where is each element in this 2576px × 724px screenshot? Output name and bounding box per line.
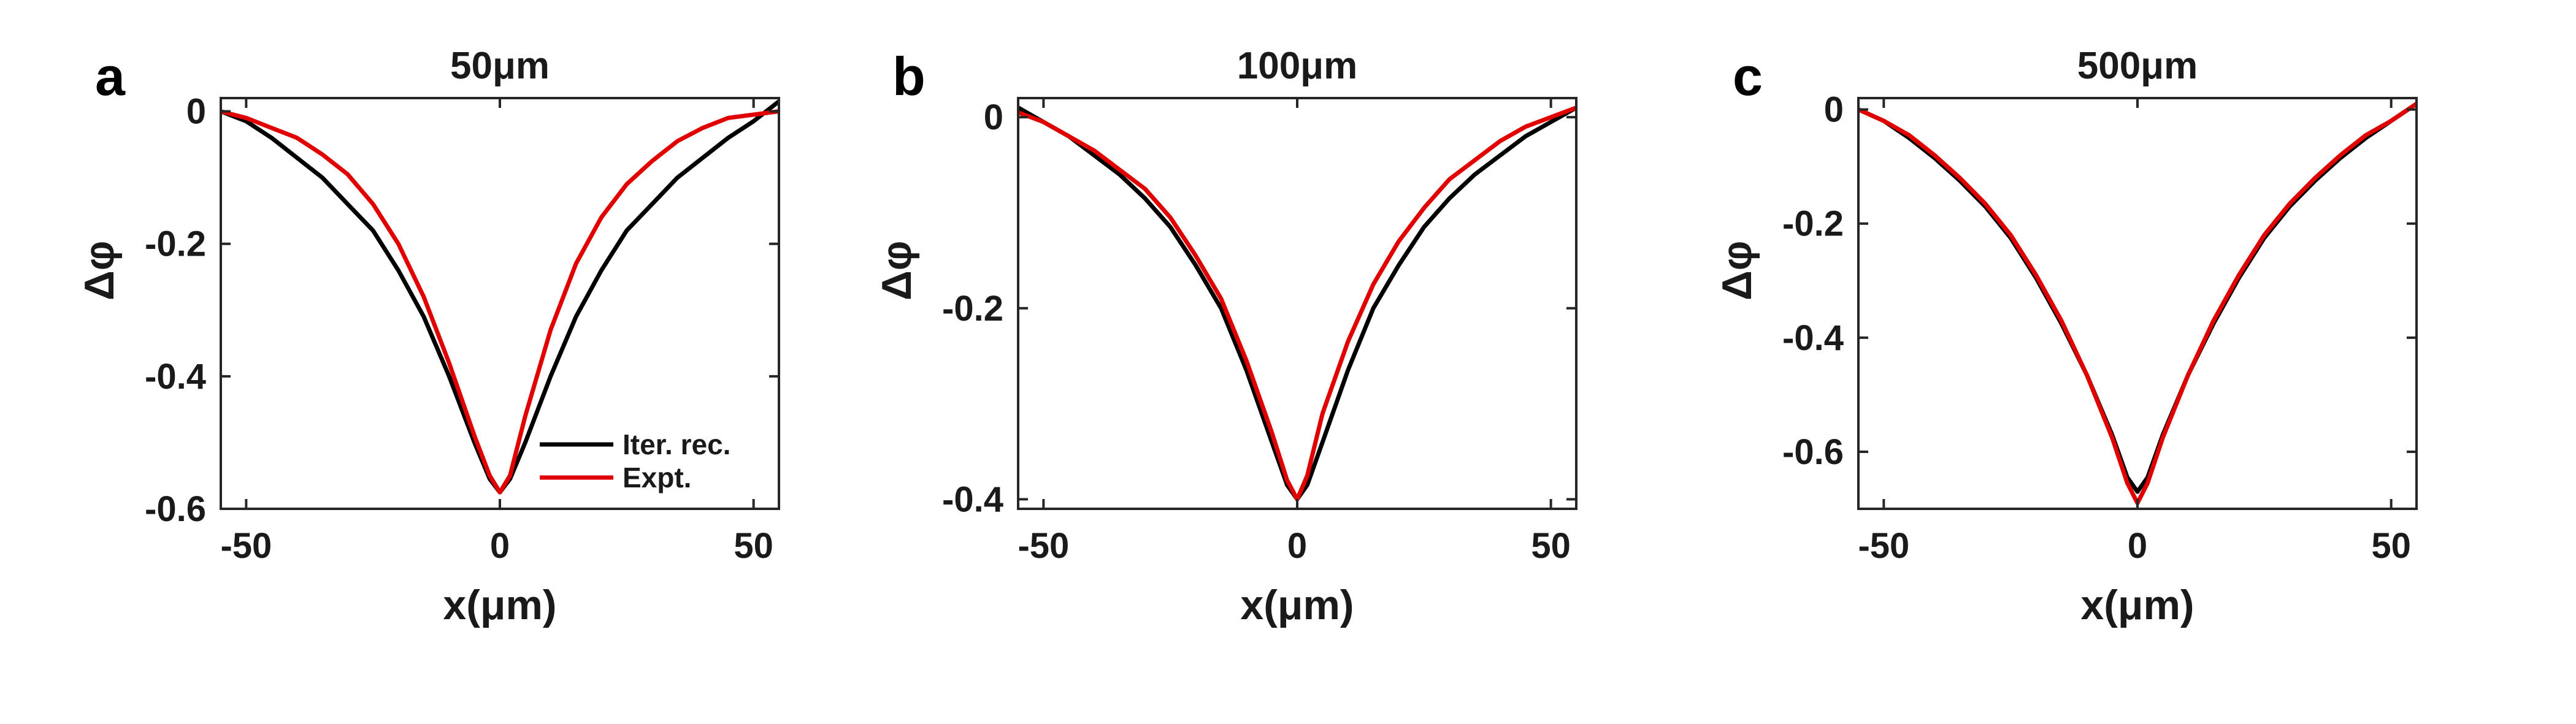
y-tick-label: -0.6 [145, 489, 206, 529]
chart-title: 100μm [1237, 45, 1358, 87]
y-axis-label: Δφ [76, 241, 123, 301]
x-tick-label: 50 [1531, 526, 1571, 566]
series-line-expt [221, 109, 779, 495]
y-axis-label: Δφ [1714, 241, 1760, 301]
y-tick-label: -0.4 [145, 357, 206, 397]
x-axis-label: x(μm) [443, 582, 556, 628]
x-tick-label: 0 [2128, 526, 2147, 566]
x-tick-label: -50 [1018, 526, 1069, 566]
x-axis-label: x(μm) [2080, 582, 2194, 628]
y-tick-label: 0 [1824, 90, 1844, 130]
panel-label: a [95, 46, 126, 107]
panel-label: b [892, 46, 926, 107]
y-tick-label: -0.4 [1782, 318, 1844, 358]
y-tick-label: -0.2 [942, 289, 1003, 329]
y-tick-label: -0.6 [1782, 432, 1844, 472]
series-line-iter-rec [1018, 105, 1576, 501]
x-tick-label: 50 [2371, 526, 2411, 566]
y-tick-label: -0.2 [145, 224, 206, 264]
x-tick-label: 50 [734, 526, 773, 566]
x-tick-label: 0 [1287, 526, 1307, 566]
y-tick-label: 0 [186, 92, 206, 132]
y-axis-label: Δφ [873, 241, 920, 301]
panel-label: c [1733, 46, 1763, 107]
x-tick-label: -50 [1858, 526, 1909, 566]
y-tick-label: 0 [984, 97, 1003, 137]
x-tick-label: -50 [220, 526, 272, 566]
x-tick-label: 0 [490, 526, 510, 566]
legend-label-expt: Expt. [623, 462, 691, 493]
x-axis-label: x(μm) [1240, 582, 1354, 628]
series-line-expt [1018, 105, 1576, 501]
chart-title: 50μm [450, 45, 550, 87]
y-tick-label: -0.2 [1782, 204, 1844, 244]
series-line-expt [1858, 101, 2417, 506]
chart-title: 500μm [2077, 45, 2198, 87]
y-tick-label: -0.4 [942, 479, 1003, 519]
legend-label-iter-rec: Iter. rec. [623, 429, 730, 460]
